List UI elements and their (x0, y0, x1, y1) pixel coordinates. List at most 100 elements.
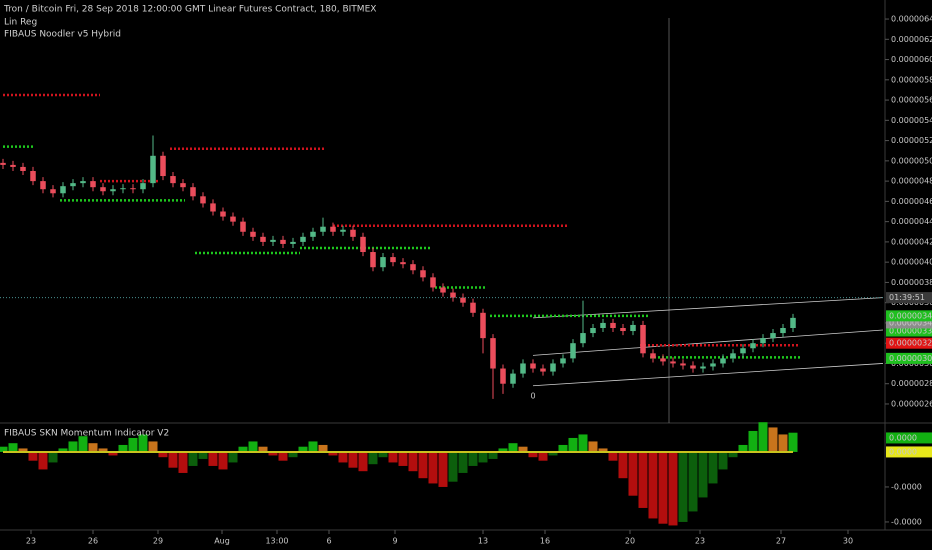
momentum-bar (328, 451, 338, 456)
candle-body (360, 236, 366, 253)
momentum-bar (528, 451, 538, 458)
price-badge (886, 317, 932, 329)
momentum-bar (698, 451, 708, 498)
candle-body (290, 241, 296, 244)
price-badge (886, 337, 932, 349)
candle-body (300, 236, 306, 242)
momentum-bar (488, 451, 498, 459)
candle-body (460, 297, 466, 303)
candle-body (700, 366, 706, 369)
candle-body (660, 358, 666, 362)
momentum-bar (98, 448, 108, 452)
momentum-bar (468, 451, 478, 466)
momentum-bar (748, 430, 758, 452)
candle-body (420, 270, 426, 278)
regression-line (532, 329, 884, 356)
price-badge (886, 325, 932, 337)
momentum-bar (778, 434, 788, 452)
momentum-bar (338, 451, 348, 463)
chart-title: Tron / Bitcoin Fri, 28 Sep 2018 12:00:00… (3, 5, 376, 15)
candle-body (510, 373, 516, 384)
momentum-bar (78, 436, 88, 452)
candle-body (440, 287, 446, 293)
candle-body (110, 189, 116, 192)
x-tick-label: 20 (625, 537, 635, 546)
candle-body (560, 358, 566, 364)
x-tick-label: 9 (392, 537, 397, 546)
plot-layer: 0.000002600.000002800.000003000.00000320… (0, 15, 932, 546)
momentum-bar (108, 451, 118, 456)
candle-body (540, 368, 546, 372)
candle-body (600, 322, 606, 328)
candle-body (690, 365, 696, 369)
indicator-name: FIBAUS Noodler v5 Hybrid (4, 30, 121, 40)
candle-body (470, 302, 476, 313)
candle-body (780, 327, 786, 334)
x-tick-label: 27 (776, 537, 786, 546)
candle-body (50, 189, 56, 194)
candle-body (710, 363, 716, 367)
candle-body (580, 333, 586, 344)
momentum-bar (68, 441, 78, 452)
x-tick-label: 26 (88, 537, 98, 546)
candle-body (20, 166, 26, 171)
candle-body (750, 343, 756, 349)
price-badge (886, 446, 932, 458)
momentum-bar (0, 446, 8, 452)
x-tick-label: 30 (843, 537, 853, 546)
countdown-label: 01:39:51 (889, 293, 925, 302)
candle-body (380, 257, 386, 268)
candle-body (190, 187, 196, 197)
candle-body (490, 338, 496, 369)
momentum-bar (398, 451, 408, 466)
momentum-bar (368, 451, 378, 465)
momentum-bar (458, 451, 468, 473)
momentum-bar (478, 451, 488, 463)
candle-body (530, 363, 536, 369)
candle-body (350, 229, 356, 237)
candle-body (330, 226, 336, 232)
momentum-bar (128, 437, 138, 452)
candle-body (760, 338, 766, 344)
y-tick-label: 0.00000640 (891, 15, 932, 24)
candle-body (770, 333, 776, 339)
candle-body (230, 216, 236, 222)
candle-body (340, 229, 346, 232)
candle-body (630, 324, 636, 332)
x-tick-label: 16 (540, 537, 550, 546)
momentum-bar (648, 451, 658, 519)
momentum-bar (618, 451, 628, 479)
price-badge-label: 0.0000 (889, 447, 917, 456)
candle-body (430, 277, 436, 288)
candle-body (240, 221, 246, 232)
momentum-bar (548, 451, 558, 456)
price-badge-label: 0.00000332 (889, 327, 932, 336)
momentum-bar (518, 446, 528, 452)
momentum-bar (168, 451, 178, 468)
momentum-bar (28, 451, 38, 461)
price-badge (886, 432, 932, 444)
candle-body (250, 231, 256, 237)
momentum-bar (48, 451, 58, 463)
candle-body (400, 262, 406, 265)
candle-body (220, 211, 226, 217)
momentum-bar (498, 448, 508, 452)
y-tick-label: -0.0000 (891, 517, 922, 526)
candle-body (520, 363, 526, 374)
candle-body (480, 312, 486, 339)
x-tick-label: 23 (695, 537, 705, 546)
candle-body (100, 187, 106, 192)
candle-body (720, 358, 726, 364)
regression-line (532, 297, 884, 319)
candle-body (680, 363, 686, 366)
candle-body (140, 183, 146, 190)
candle-body (450, 292, 456, 298)
